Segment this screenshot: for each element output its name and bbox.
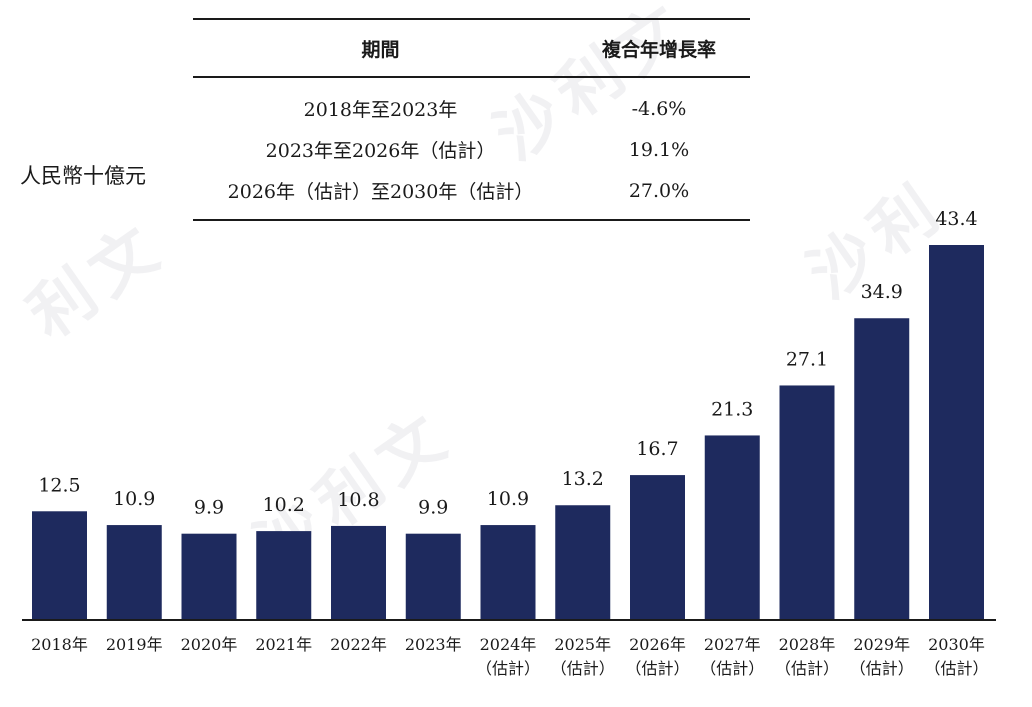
data-label: 10.2 — [263, 494, 305, 516]
data-label: 9.9 — [418, 497, 448, 519]
bar — [480, 525, 536, 619]
x-tick-label: 2018年 — [31, 635, 88, 654]
x-tick-label: 2019年 — [106, 635, 163, 654]
x-tick-label: （估計） — [625, 659, 689, 678]
bar — [331, 525, 386, 619]
bar — [854, 318, 910, 619]
x-tick-label: 2027年 — [704, 635, 761, 654]
data-label: 9.9 — [194, 497, 224, 519]
bar — [106, 525, 162, 619]
x-tick-label: （估計） — [850, 659, 914, 678]
period-cell: 2023年至2026年（估計） — [265, 140, 496, 162]
x-tick-label: 2022年 — [330, 635, 387, 654]
bar — [779, 385, 835, 619]
cagr-table-row: 2026年（估計）至2030年（估計） 27.0% — [193, 170, 750, 221]
data-label: 13.2 — [562, 468, 604, 490]
bar — [630, 475, 685, 619]
bar — [256, 531, 312, 619]
x-tick-label: 2020年 — [181, 635, 238, 654]
x-tick-label: （估計） — [476, 659, 540, 678]
bar — [929, 245, 984, 619]
x-tick-label: （估計） — [775, 659, 839, 678]
bar — [405, 533, 461, 619]
data-label: 16.7 — [636, 438, 678, 460]
x-tick-label: 2023年 — [405, 635, 462, 654]
x-tick-label: 2025年 — [554, 635, 611, 654]
cagr-cell: 19.1% — [628, 138, 690, 161]
data-label: 27.1 — [786, 348, 828, 370]
data-label: 21.3 — [711, 398, 753, 420]
cagr-cell: -4.6% — [631, 97, 687, 120]
data-label: 12.5 — [38, 474, 80, 496]
x-tick-label: 2026年 — [629, 635, 686, 654]
x-tick-label: （估計） — [700, 659, 764, 678]
cagr-table-row: 2018年至2023年 -4.6% — [193, 77, 750, 129]
cagr-table: 期間 複合年增長率 2018年至2023年 -4.6% 2023年至2026年（… — [193, 18, 750, 221]
cagr-table-row: 2023年至2026年（估計） 19.1% — [193, 129, 750, 170]
data-label: 43.4 — [935, 208, 977, 230]
bar — [555, 505, 611, 619]
y-axis-unit-label: 人民幣十億元 — [20, 164, 146, 188]
data-label: 10.9 — [113, 488, 155, 510]
x-tick-label: （估計） — [924, 659, 988, 678]
data-label: 34.9 — [861, 281, 903, 303]
x-tick-label: 2021年 — [255, 635, 312, 654]
x-tick-label: （估計） — [551, 659, 615, 678]
data-label: 10.8 — [337, 489, 379, 511]
cagr-header: 複合年增長率 — [568, 18, 750, 78]
x-tick-label: 2024年 — [480, 635, 537, 654]
period-header: 期間 — [193, 18, 568, 78]
cagr-cell: 27.0% — [568, 170, 750, 221]
bar — [704, 435, 760, 619]
period-cell: 2018年至2023年 — [303, 99, 458, 121]
data-label: 10.9 — [487, 488, 529, 510]
x-tick-label: 2029年 — [853, 635, 910, 654]
cagr-table-header-row: 期間 複合年增長率 — [193, 18, 750, 78]
x-tick-label: 2028年 — [779, 635, 836, 654]
bar — [181, 533, 237, 619]
period-cell: 2026年（估計）至2030年（估計） — [193, 170, 568, 221]
x-tick-label: 2030年 — [928, 635, 985, 654]
bar — [32, 511, 87, 619]
